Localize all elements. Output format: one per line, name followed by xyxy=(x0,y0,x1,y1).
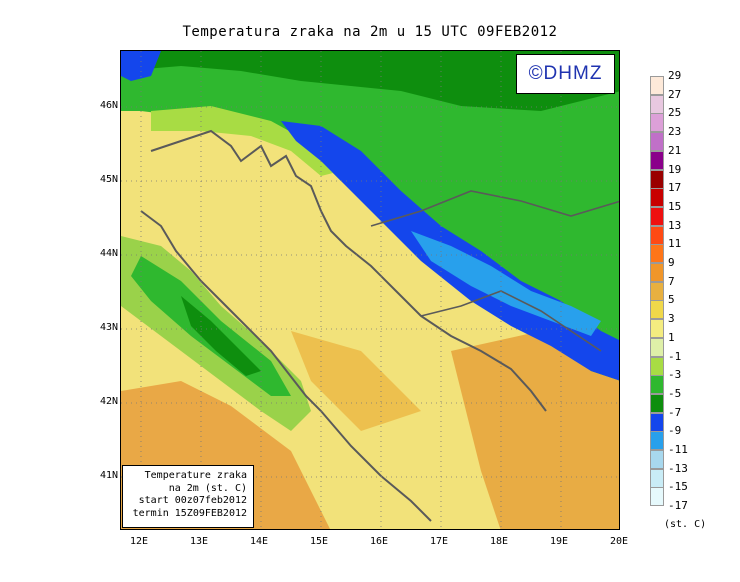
legend-label: 13 xyxy=(668,218,682,232)
legend-swatch xyxy=(650,356,664,376)
legend-swatch xyxy=(650,431,664,451)
legend-swatch xyxy=(650,319,664,339)
lat-label-41n: 41N xyxy=(99,470,118,481)
legend-label: -15 xyxy=(668,480,688,494)
legend-label: -1 xyxy=(668,349,682,363)
legend-swatch xyxy=(650,76,664,95)
info-line-title: Temperature zraka xyxy=(144,470,247,481)
lon-label-15e: 15E xyxy=(309,536,329,547)
map-title: Temperatura zraka na 2m u 15 UTC 09FEB20… xyxy=(182,24,558,40)
legend-label: -17 xyxy=(668,499,688,513)
dhmz-logo: ©DHMZ xyxy=(516,54,615,94)
lon-label-20e: 20E xyxy=(609,536,629,547)
lat-label-46n: 46N xyxy=(99,100,118,111)
lon-label-13e: 13E xyxy=(189,536,209,547)
legend-label: 25 xyxy=(668,106,682,120)
lat-label-43n: 43N xyxy=(99,322,118,333)
legend-label: -13 xyxy=(668,461,688,475)
legend-swatch xyxy=(650,169,664,189)
legend-label: 11 xyxy=(668,237,682,251)
legend-swatch xyxy=(650,393,664,413)
legend-swatch xyxy=(650,263,664,282)
legend-swatch xyxy=(650,94,664,114)
info-line-units: na 2m (st. C) xyxy=(168,482,247,494)
legend-swatch xyxy=(650,487,664,507)
legend-swatch xyxy=(650,244,664,264)
temperature-map xyxy=(120,50,620,530)
legend-units: (st. C) xyxy=(664,519,707,530)
legend-label: -7 xyxy=(668,405,682,419)
legend-swatch xyxy=(650,450,664,469)
lon-label-18e: 18E xyxy=(489,536,509,547)
legend-swatch xyxy=(650,225,664,245)
legend-label: 21 xyxy=(668,143,682,157)
legend-label: 29 xyxy=(668,69,682,82)
lat-label-44n: 44N xyxy=(99,248,118,259)
info-line-start: start 00z07feb2012 xyxy=(138,495,247,506)
legend-swatch xyxy=(650,412,664,432)
legend-label: -11 xyxy=(668,443,688,456)
graticule xyxy=(121,51,619,529)
legend-swatch xyxy=(650,300,664,320)
lat-label-42n: 42N xyxy=(99,396,118,407)
legend-label: 17 xyxy=(668,181,682,195)
legend-swatch xyxy=(650,150,664,170)
legend-label: -9 xyxy=(668,424,682,438)
lon-label-14e: 14E xyxy=(249,536,269,547)
map-canvas xyxy=(121,51,619,529)
legend-swatch xyxy=(650,337,664,357)
legend-label: -3 xyxy=(668,368,682,382)
legend-label: 15 xyxy=(668,199,682,213)
legend-swatch xyxy=(650,281,664,301)
legend-label: 7 xyxy=(668,274,675,288)
border-line-south xyxy=(420,290,602,352)
lat-label-45n: 45N xyxy=(99,174,118,185)
warm-zone-southeast xyxy=(451,331,619,529)
info-box: Temperature zraka na 2m (st. C) start 00… xyxy=(122,465,254,528)
legend-label: 23 xyxy=(668,125,682,139)
lon-label-19e: 19E xyxy=(549,536,569,547)
legend-swatch xyxy=(650,206,664,226)
legend-swatch xyxy=(650,375,664,395)
lon-label-16e: 16E xyxy=(369,536,389,547)
legend-swatch xyxy=(650,113,664,133)
legend-label: 1 xyxy=(668,330,675,344)
legend-swatch xyxy=(650,188,664,208)
lon-label-17e: 17E xyxy=(429,536,449,547)
warm-zone-central xyxy=(291,331,421,431)
info-line-termin: termin 15Z09FEB2012 xyxy=(132,507,247,519)
legend-label: 5 xyxy=(668,293,675,307)
north-transition-zone xyxy=(151,106,341,176)
legend-swatch xyxy=(650,468,664,488)
legend-label: -5 xyxy=(668,386,682,400)
legend-label: 9 xyxy=(668,256,675,269)
north-colder-zone xyxy=(121,51,619,111)
lon-label-12e: 12E xyxy=(129,536,149,547)
coastline-west xyxy=(140,210,432,522)
legend-label: 19 xyxy=(668,162,682,176)
legend-swatch xyxy=(650,132,664,152)
legend-label: 27 xyxy=(668,87,682,101)
border-line-north xyxy=(370,190,619,227)
very-cold-belt xyxy=(411,231,601,336)
legend-label: 3 xyxy=(668,312,675,326)
